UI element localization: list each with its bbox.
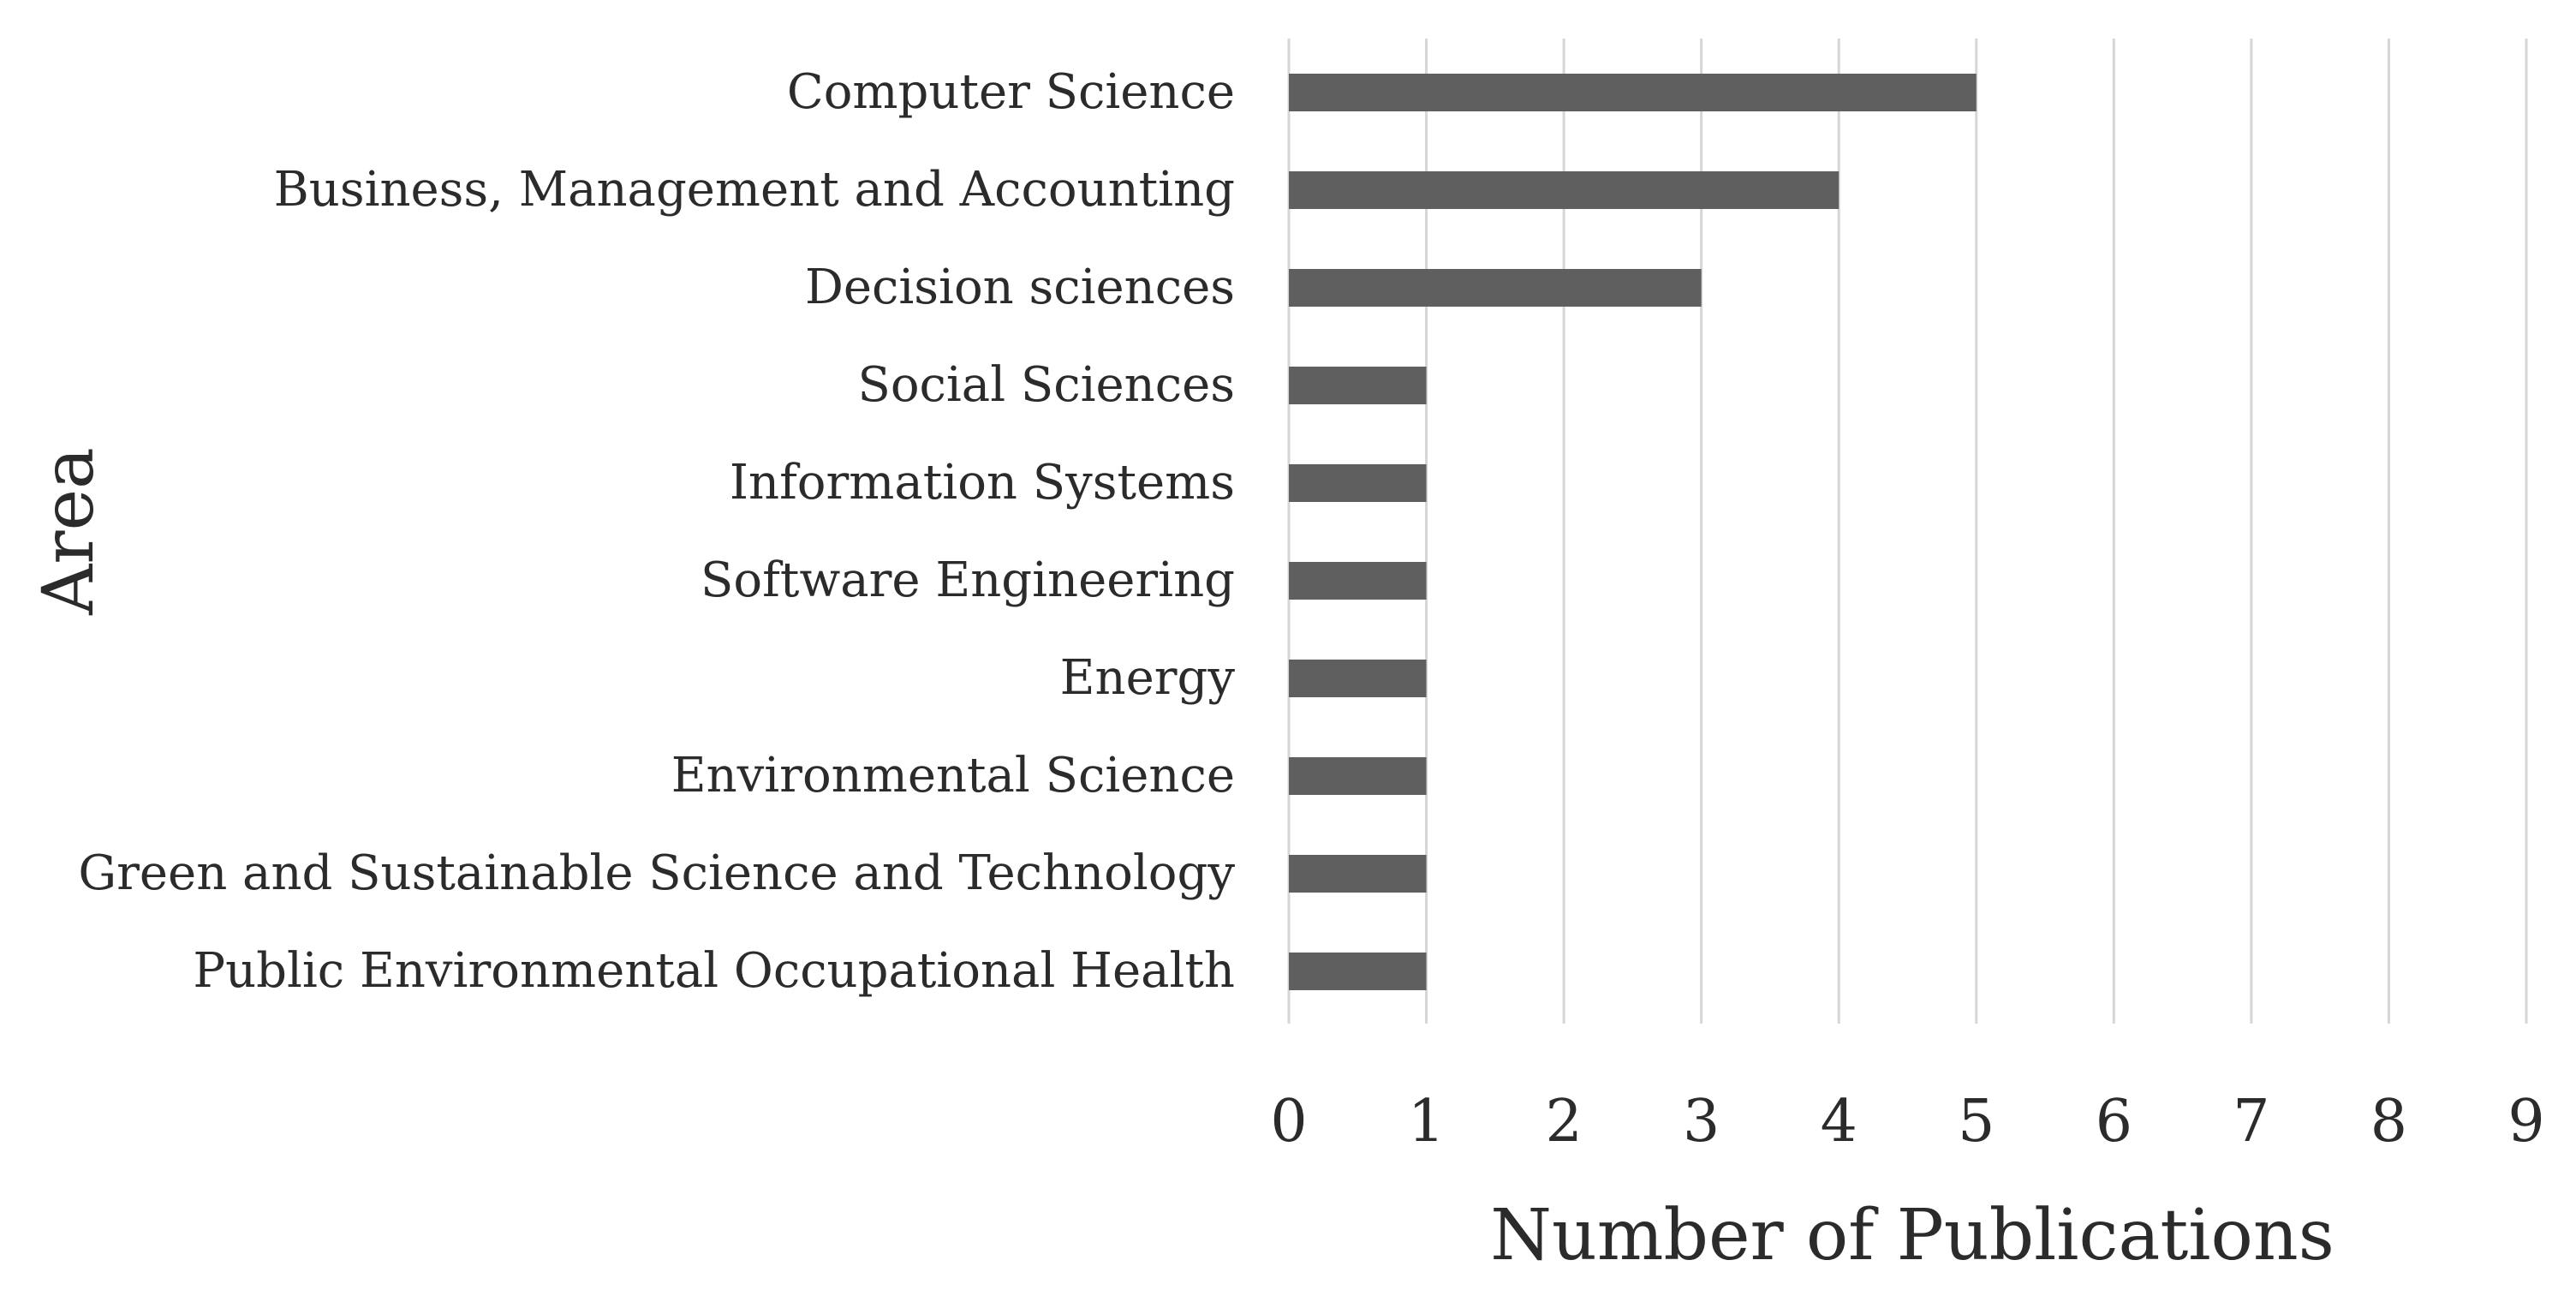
x-axis-title: Number of Publications	[1490, 1195, 2334, 1276]
x-tick-label: 9	[2507, 1088, 2544, 1156]
category-label: Public Environmental Occupational Health	[193, 943, 1235, 999]
x-tick-label: 1	[1408, 1088, 1445, 1156]
bar	[1289, 367, 1427, 404]
category-label: Social Sciences	[857, 357, 1235, 413]
x-tick-label: 3	[1683, 1088, 1720, 1156]
category-label: Computer Science	[787, 64, 1235, 120]
bar	[1289, 74, 1977, 111]
category-label: Decision sciences	[805, 260, 1235, 315]
x-tick-label: 5	[1958, 1088, 1995, 1156]
x-tick-label: 6	[2096, 1088, 2132, 1156]
bar	[1289, 953, 1427, 990]
bars-layer	[1289, 74, 1977, 990]
category-label: Business, Management and Accounting	[274, 162, 1235, 218]
x-tick-label: 2	[1545, 1088, 1582, 1156]
category-label: Software Engineering	[701, 552, 1235, 608]
y-axis-title: Area	[28, 447, 110, 616]
bar	[1289, 757, 1427, 795]
bar	[1289, 171, 1840, 209]
x-tick-label: 8	[2370, 1088, 2407, 1156]
bar	[1289, 660, 1427, 697]
category-label: Information Systems	[730, 455, 1235, 511]
x-tick-label: 4	[1821, 1088, 1857, 1156]
category-labels-layer: Computer Science Business, Management and…	[78, 64, 1235, 999]
category-label: Energy	[1060, 650, 1236, 706]
bar	[1289, 269, 1702, 307]
x-tick-label: 7	[2233, 1088, 2269, 1156]
x-tick-label: 0	[1270, 1088, 1307, 1156]
bar	[1289, 464, 1427, 502]
bar	[1289, 855, 1427, 893]
x-tick-labels-layer: 0 1 2 3 4 5 6 7 8 9	[1270, 1088, 2544, 1156]
bar	[1289, 562, 1427, 600]
category-label: Green and Sustainable Science and Techno…	[78, 845, 1235, 901]
category-label: Environmental Science	[671, 748, 1235, 803]
